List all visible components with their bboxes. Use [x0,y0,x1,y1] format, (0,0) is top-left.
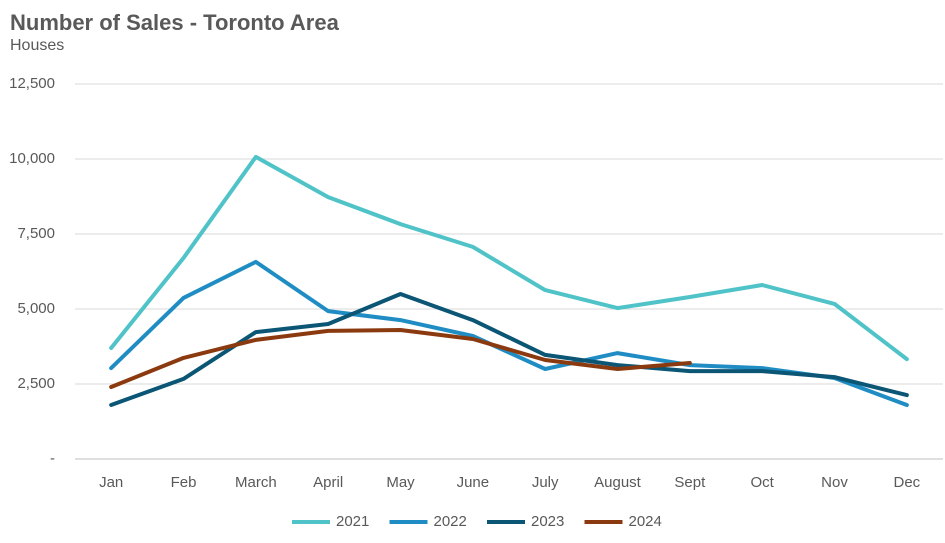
y-tick-label: 12,500 [9,75,55,92]
x-tick-label: August [594,474,642,491]
x-tick-label: July [532,474,559,491]
x-tick-label: May [386,474,415,491]
y-tick-label: 10,000 [9,150,55,167]
x-tick-label: Dec [893,474,920,491]
x-tick-label: Oct [750,474,774,491]
series-line [109,292,909,407]
legend-label: 2023 [531,513,564,530]
x-tick-label: Nov [821,474,848,491]
legend-label: 2024 [629,513,662,530]
y-tick-label: 5,000 [17,300,55,317]
x-tick-label: Feb [171,474,197,491]
legend-label: 2022 [434,513,467,530]
x-tick-label: Jan [99,474,123,491]
series-line [109,328,692,389]
x-tick-label: June [457,474,490,491]
legend-label: 2021 [336,513,369,530]
y-tick-label: - [50,450,55,467]
chart-subtitle: Houses [10,37,64,54]
x-tick-label: April [313,474,343,491]
series-line [109,154,909,362]
x-tick-label: March [235,474,277,491]
series-line [109,259,909,407]
chart-title: Number of Sales - Toronto Area [10,10,340,35]
x-tick-label: Sept [674,474,706,491]
y-tick-label: 2,500 [17,375,55,392]
y-tick-label: 7,500 [17,225,55,242]
